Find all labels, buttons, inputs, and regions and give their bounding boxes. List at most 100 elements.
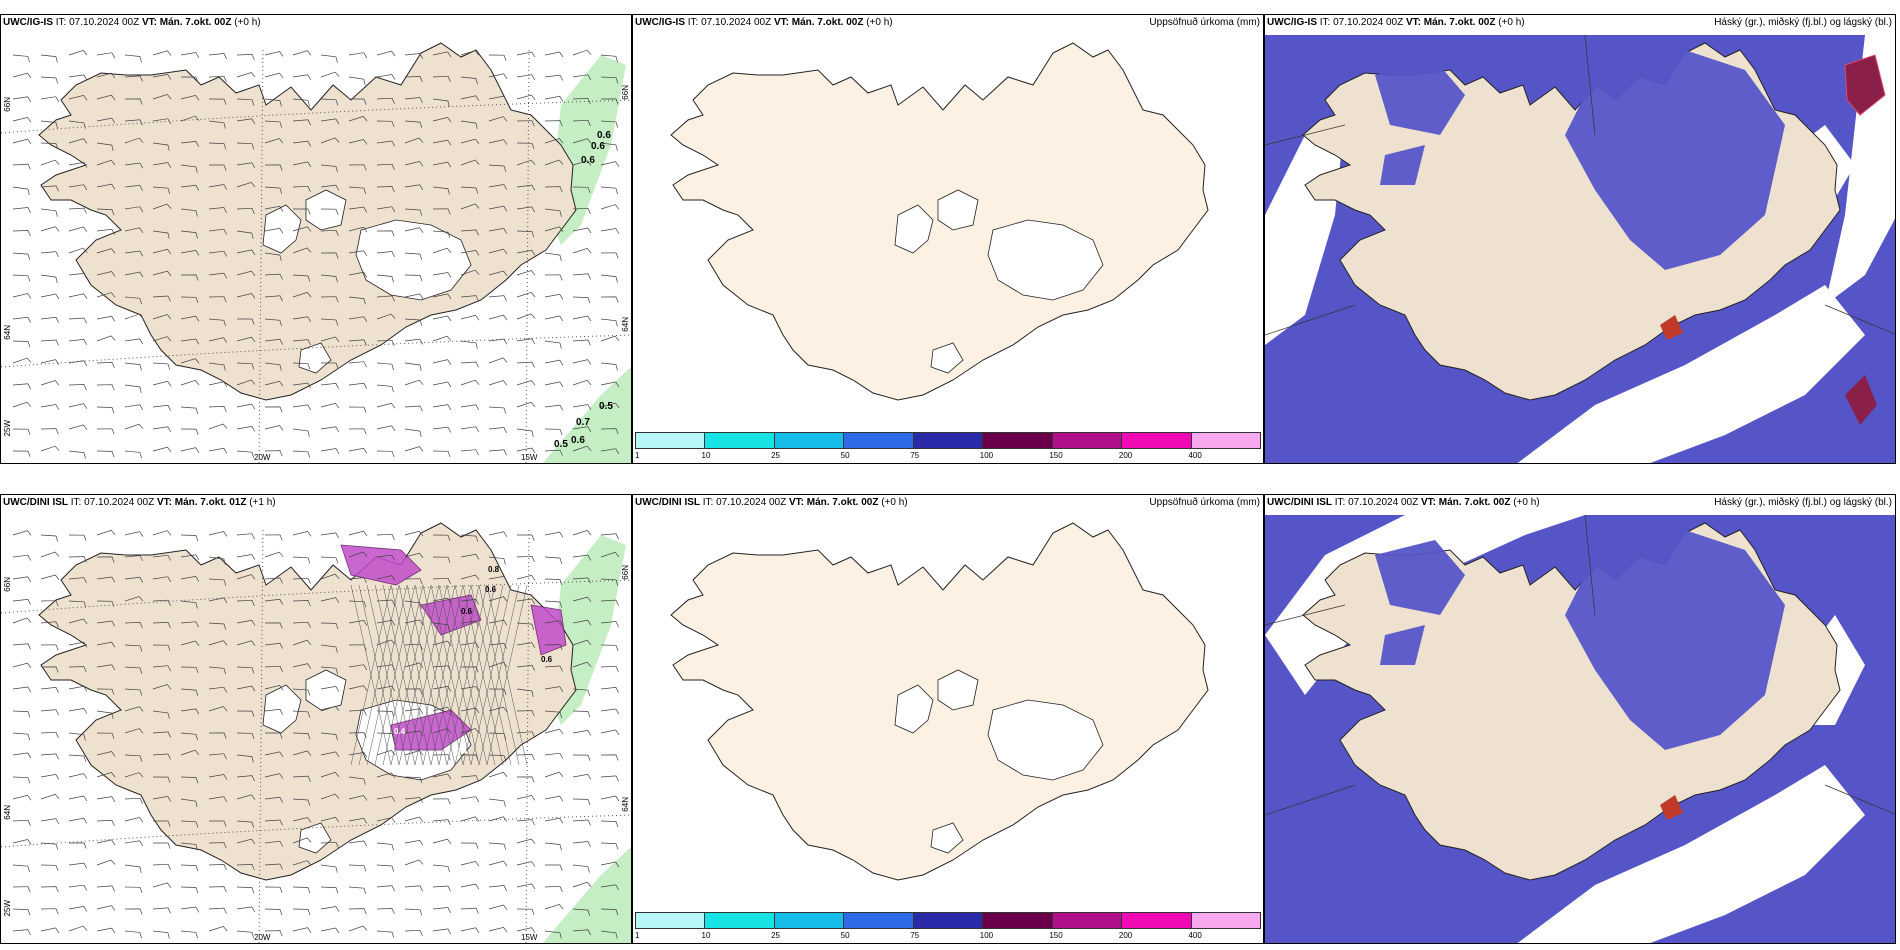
precip-map — [670, 522, 1209, 881]
wind-barb — [404, 816, 424, 823]
wind-barb — [12, 186, 30, 195]
wind-barb — [348, 925, 368, 932]
hatch-line — [478, 584, 520, 766]
wind-barbs — [12, 529, 620, 939]
wind-barb — [376, 74, 396, 80]
wind-barb — [600, 599, 619, 606]
wind-barb — [544, 95, 564, 102]
wind-barb — [321, 362, 339, 369]
wind-barb — [124, 296, 142, 305]
wind-barb — [236, 906, 256, 913]
iceland — [38, 522, 577, 881]
wind-barb — [544, 252, 562, 261]
wind-barb — [292, 775, 311, 782]
wind-barb — [545, 864, 563, 871]
wind-barb — [544, 817, 564, 824]
wind-barb — [376, 930, 395, 938]
graticule — [1, 529, 631, 943]
wind-barb — [124, 754, 143, 762]
cloud-map — [1265, 15, 1895, 463]
wind-barb — [572, 554, 592, 561]
wind-barb — [376, 163, 395, 170]
wind-barb — [600, 687, 619, 693]
wind-barb — [152, 93, 172, 100]
colorbar-swatch — [1052, 433, 1123, 448]
wind-barb — [96, 292, 116, 298]
wind-barb — [348, 620, 368, 626]
colorbar-tick: 100 — [979, 931, 994, 940]
colorbar-tick: 10 — [701, 931, 711, 940]
wind-barb — [600, 861, 620, 868]
hatch-line — [358, 584, 400, 766]
wind-barb — [488, 771, 508, 778]
wind-barb — [180, 164, 198, 173]
wind-barb — [12, 554, 32, 561]
wind-barb — [348, 206, 368, 213]
wind-barb — [460, 379, 480, 386]
wind-barb — [208, 120, 226, 129]
wind-value-label: 0.6 — [591, 141, 605, 152]
wind-barb — [40, 359, 60, 365]
wind-barb — [236, 72, 256, 78]
wind-barb — [320, 927, 340, 934]
colorbar-swatch — [983, 913, 1053, 928]
wind-barb — [12, 794, 32, 801]
wind-barb — [376, 339, 395, 346]
wind-barb — [264, 773, 284, 779]
wind-barb — [180, 208, 198, 217]
wind-barb — [96, 641, 116, 648]
wind-barb — [460, 927, 480, 933]
wind-barb — [236, 930, 254, 939]
wind-barb — [376, 402, 396, 409]
wind-barb — [488, 205, 508, 212]
panel-header: UWC/IG-IS IT: 07.10.2024 00Z VT: Mán. 7.… — [3, 17, 261, 28]
wind-barb — [68, 384, 87, 391]
wind-barb — [68, 403, 88, 409]
wind-barb — [432, 773, 452, 780]
wind-barb — [236, 142, 255, 150]
wind-barb — [600, 142, 618, 151]
wind-barb — [572, 710, 591, 718]
wind-barb — [572, 315, 592, 322]
colorbar-swatch — [1052, 913, 1123, 928]
colorbar-tick: 200 — [1118, 931, 1133, 940]
grid-line — [1265, 304, 1356, 336]
panel-header: UWC/DINI ISL IT: 07.10.2024 00Z VT: Mán.… — [635, 497, 908, 508]
wind-barb — [544, 795, 564, 802]
wind-barb — [572, 404, 592, 410]
wind-value-label: 0.7 — [576, 417, 590, 428]
wind-barb — [404, 379, 424, 386]
wind-barb — [292, 688, 311, 696]
wind-barb — [348, 52, 368, 59]
wind-barb — [180, 379, 200, 386]
wind-barb — [152, 50, 172, 56]
wind-barb — [152, 576, 172, 583]
wind-barb — [544, 531, 564, 538]
wind-barb — [600, 335, 620, 342]
wind-barb — [40, 774, 60, 780]
wind-barb — [68, 666, 87, 673]
wind-barb — [40, 666, 59, 673]
wind-barb — [460, 599, 479, 605]
wind-barb — [460, 553, 480, 560]
wind-barb — [460, 229, 479, 236]
wind-barb — [348, 600, 367, 608]
wind-barb — [292, 710, 311, 718]
wind-barb — [12, 686, 32, 693]
wind-barb — [152, 380, 172, 387]
wind-barb — [292, 886, 311, 894]
wind-barb — [516, 688, 534, 697]
wind-barb — [376, 230, 395, 237]
wind-barb — [516, 184, 536, 191]
wind-barb — [264, 642, 284, 649]
wind-barb — [40, 551, 60, 558]
wind-barb — [152, 753, 171, 760]
wind-barb — [264, 362, 282, 371]
iceland — [670, 42, 1209, 401]
grid-line — [1824, 784, 1895, 815]
wind-barb — [432, 819, 451, 826]
clear-sky — [1265, 115, 1345, 345]
wind-barb — [516, 447, 536, 454]
wind-barb — [124, 531, 144, 537]
wind-barb — [348, 447, 368, 454]
